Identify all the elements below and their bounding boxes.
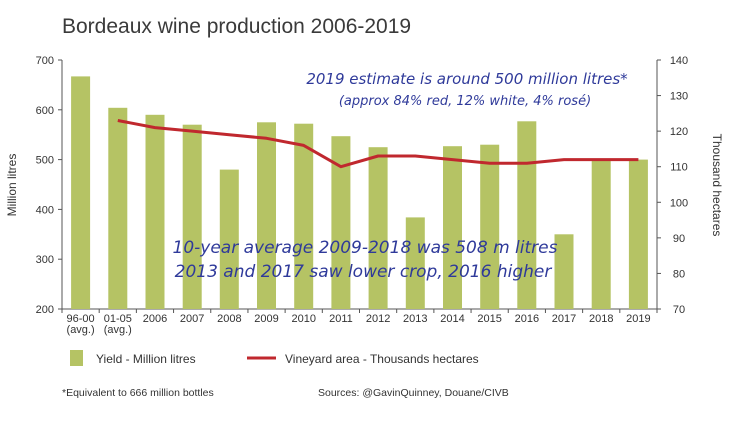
right-tick-label: 90 xyxy=(673,233,685,245)
x-tick-label-2019: 2019 xyxy=(626,313,650,325)
bar-01-05 xyxy=(108,107,128,309)
left-tick-label: 300 xyxy=(36,254,54,266)
left-tick-label: 500 xyxy=(36,155,54,167)
bar-2007 xyxy=(182,124,202,309)
bar-2006 xyxy=(145,114,165,309)
x-tick-label-2016: 2016 xyxy=(515,313,539,325)
vineyard-area-line xyxy=(117,119,639,169)
x-tick-label-01-05: 01-05 xyxy=(104,313,132,325)
legend: Yield - Million litres Vineyard area - T… xyxy=(70,350,479,366)
x-tick-label-2008: 2008 xyxy=(217,313,241,325)
x-tick-label-2010: 2010 xyxy=(291,313,315,325)
footnote-bottles: *Equivalent to 666 million bottles xyxy=(62,387,214,399)
right-tick-label: 80 xyxy=(673,268,685,280)
left-tick-label: 600 xyxy=(36,105,54,117)
right-tick-label: 100 xyxy=(670,197,688,209)
x-tick-label-2011: 2011 xyxy=(329,313,353,325)
x-axis-ticks: 96-00(avg.)01-05(avg.)2006 2007 2008 2009 20… xyxy=(61,309,658,336)
x-tick-label-2017: 2017 xyxy=(552,313,576,325)
x-tick-label-2007: 2007 xyxy=(180,313,204,325)
x-tick-label-2012: 2012 xyxy=(366,313,390,325)
bar-2017 xyxy=(554,234,574,309)
annotation-estimate-line1: 2019 estimate is around 500 million litr… xyxy=(306,70,628,88)
bar-2009 xyxy=(257,122,276,310)
bar-2013 xyxy=(405,217,425,309)
left-tick-label: 200 xyxy=(36,304,54,316)
bar-series-yield xyxy=(71,76,648,310)
bar-2014 xyxy=(443,146,462,309)
right-tick-label: 130 xyxy=(670,91,688,103)
right-tick-label: 70 xyxy=(673,304,685,316)
right-axis-ticks: 70 80 90 100 110 120 130 140 xyxy=(657,55,688,316)
x-tick-label-2013: 2013 xyxy=(403,313,427,325)
bar-2015 xyxy=(480,144,500,309)
bar-2010 xyxy=(294,123,314,309)
right-tick-label: 120 xyxy=(670,126,688,138)
annotation-estimate-line2: (approx 84% red, 12% white, 4% rosé) xyxy=(339,94,591,109)
x-tick-label-96-00: 96-00 xyxy=(67,313,95,325)
x-tick-label-2009: 2009 xyxy=(254,313,278,325)
bar-2012 xyxy=(368,147,388,309)
footnote-sources: Sources: @GavinQuinney, Douane/CIVB xyxy=(318,387,509,399)
chart-title: Bordeaux wine production 2006-2019 xyxy=(62,15,411,38)
line-series-vineyard-area xyxy=(117,119,639,169)
x-tick-label-2015: 2015 xyxy=(477,313,501,325)
bar-96-00 xyxy=(71,76,91,310)
annotation-average-line1: 10-year average 2009-2018 was 508 m litr… xyxy=(173,238,558,258)
left-axis-label: Million litres xyxy=(5,154,19,217)
right-tick-label: 110 xyxy=(670,162,688,174)
legend-bar-label: Yield - Million litres xyxy=(96,352,196,366)
x-tick-sublabel: (avg.) xyxy=(67,324,95,336)
bar-2019 xyxy=(628,159,648,309)
legend-line-label: Vineyard area - Thousands hectares xyxy=(285,352,479,366)
x-tick-sublabel: (avg.) xyxy=(104,324,132,336)
bar-2018 xyxy=(591,158,611,309)
right-axis-label: Thousand hectares xyxy=(710,134,724,237)
x-tick-label-2018: 2018 xyxy=(589,313,613,325)
annotation-average-line2: 2013 and 2017 saw lower crop, 2016 highe… xyxy=(175,262,553,282)
right-tick-label: 140 xyxy=(670,55,688,67)
bar-2008 xyxy=(219,169,239,309)
left-axis-ticks: 200 300 400 500 600 700 xyxy=(36,55,62,316)
legend-bar-swatch xyxy=(70,350,83,366)
x-tick-label-2014: 2014 xyxy=(440,313,464,325)
left-tick-label: 400 xyxy=(36,204,54,216)
bar-2011 xyxy=(331,136,351,309)
x-tick-label-2006: 2006 xyxy=(143,313,167,325)
bar-2016 xyxy=(517,121,537,309)
left-tick-label: 700 xyxy=(36,55,54,67)
